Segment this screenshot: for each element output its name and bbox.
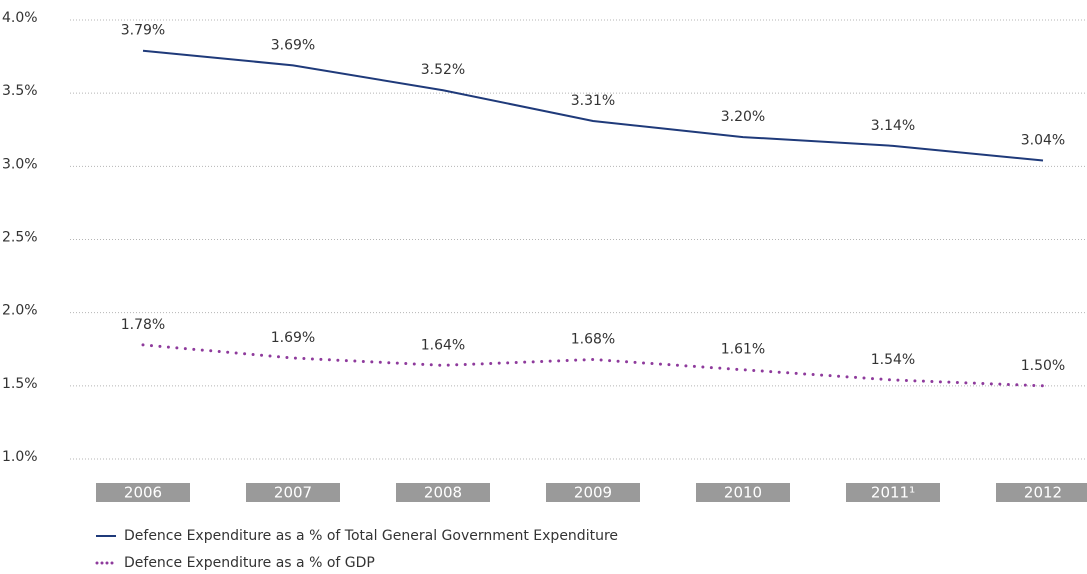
data-label: 1.61% [721,342,765,358]
series-line [142,49,1044,162]
y-tick-label: 2.5% [2,230,38,246]
category-box [546,483,640,502]
data-label: 3.14% [871,118,915,134]
series-line [141,343,1045,388]
x-tick-label: 2012 [1024,484,1062,502]
data-label: 3.04% [1021,132,1065,148]
y-tick-label: 3.0% [2,156,38,172]
y-tick-label: 3.5% [2,83,38,99]
x-tick-label: 2009 [574,484,612,502]
y-tick-label: 2.0% [2,303,38,319]
category-box [696,483,790,502]
data-label: 3.20% [721,109,765,125]
data-label: 3.79% [121,23,165,39]
data-label: 1.78% [121,317,165,333]
x-tick-label: 2007 [274,484,312,502]
data-label: 1.64% [421,337,465,353]
x-tick-label: 2011¹ [871,484,915,502]
data-label: 3.69% [271,37,315,53]
legend-label: Defence Expenditure as a % of Total Gene… [124,528,618,544]
data-label: 3.52% [421,62,465,78]
y-tick-label: 1.5% [2,376,38,392]
data-label: 1.68% [571,331,615,347]
data-label: 1.69% [271,330,315,346]
y-tick-label: 4.0% [2,10,38,26]
x-tick-label: 2006 [124,484,162,502]
legend-label: Defence Expenditure as a % of GDP [124,555,375,571]
category-box [996,483,1087,502]
x-tick-label: 2010 [724,484,762,502]
data-label: 3.31% [571,93,615,109]
category-box [846,483,940,502]
y-tick-label: 1.0% [2,449,38,465]
category-box [246,483,340,502]
category-box [396,483,490,502]
category-box [96,483,190,502]
data-label: 1.50% [1021,358,1065,374]
x-tick-label: 2008 [424,484,462,502]
data-label: 1.54% [871,352,915,368]
